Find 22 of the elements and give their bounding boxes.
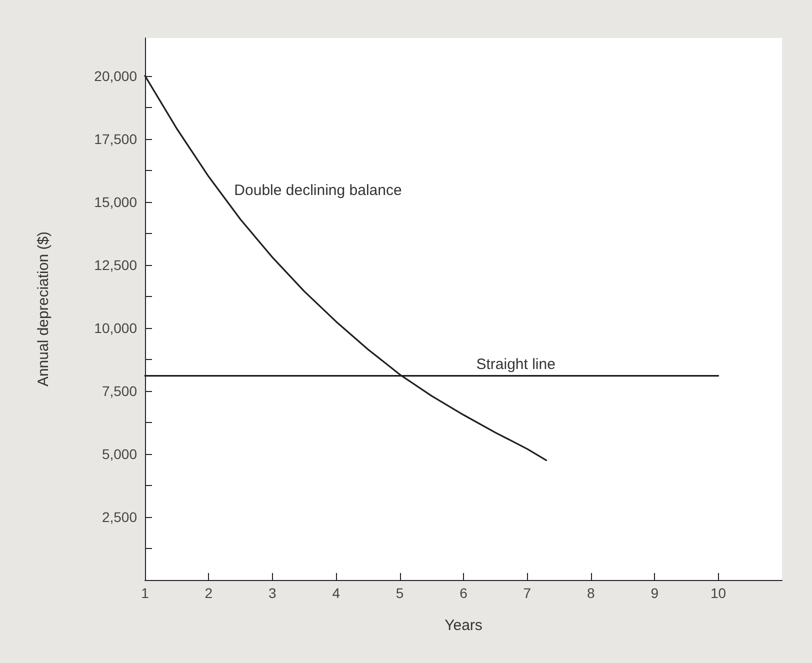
y-tick-label: 2,500 [102, 508, 138, 525]
x-tick-label: 10 [710, 585, 726, 601]
x-tick-label: 3 [268, 585, 276, 601]
y-tick-label: 5,000 [102, 446, 138, 462]
x-tick-label: 5 [396, 585, 404, 601]
x-tick-label: 6 [460, 585, 468, 601]
x-tick-label: 4 [332, 585, 340, 601]
x-tick-label: 2 [204, 585, 213, 601]
x-axis-title: Years [444, 617, 482, 634]
y-tick-label: 12,500 [94, 256, 138, 273]
x-tick-label: 7 [523, 585, 532, 601]
y-tick-label: 17,500 [94, 130, 138, 147]
annotation: Double declining balance [234, 182, 402, 199]
x-tick-label: 1 [141, 585, 150, 601]
y-tick-label: 15,000 [94, 194, 138, 210]
x-tick-label: 8 [587, 585, 595, 601]
y-tick-label: 10,000 [94, 320, 138, 336]
y-axis-title: Annual depreciation ($) [35, 231, 52, 387]
annotation: Straight line [476, 356, 556, 373]
x-tick-label: 9 [650, 585, 659, 601]
y-tick-label: 20,000 [94, 68, 138, 84]
y-tick-label: 7,500 [102, 382, 138, 399]
